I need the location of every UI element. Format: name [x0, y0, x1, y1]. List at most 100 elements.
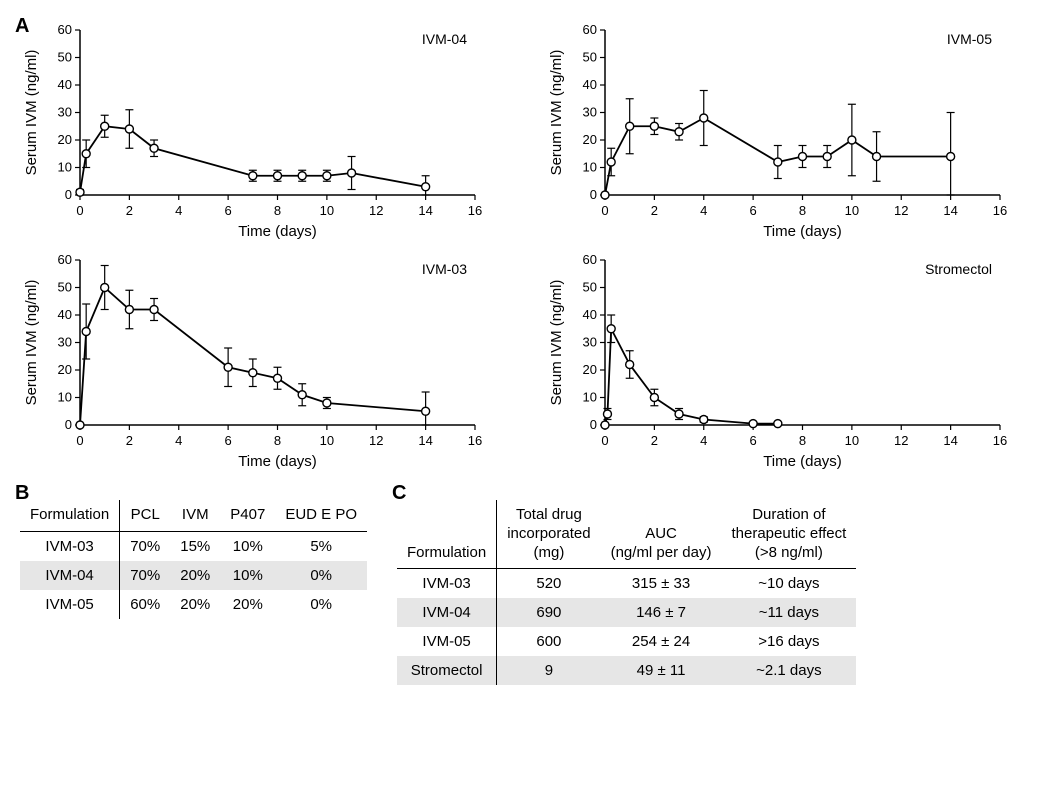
- svg-text:IVM-04: IVM-04: [422, 31, 467, 47]
- svg-text:60: 60: [583, 252, 597, 267]
- svg-text:0: 0: [590, 187, 597, 202]
- panel-b-label: B: [15, 482, 29, 505]
- svg-text:6: 6: [225, 203, 232, 218]
- line-chart: 01020304050600246810121416Time (days)Ser…: [20, 20, 490, 240]
- table-cell: IVM-03: [20, 531, 120, 561]
- table-cell: IVM-05: [20, 590, 120, 619]
- svg-text:4: 4: [175, 433, 182, 448]
- svg-text:Time (days): Time (days): [238, 223, 317, 240]
- panel-a-label: A: [15, 15, 29, 38]
- table-cell: 70%: [120, 531, 171, 561]
- svg-text:0: 0: [65, 187, 72, 202]
- svg-text:IVM-05: IVM-05: [947, 31, 992, 47]
- table-cell: IVM-05: [397, 627, 497, 656]
- svg-text:Serum IVM (ng/ml): Serum IVM (ng/ml): [23, 50, 40, 176]
- svg-text:8: 8: [799, 203, 806, 218]
- svg-text:50: 50: [583, 280, 597, 295]
- svg-text:10: 10: [583, 390, 597, 405]
- table-cell: ~2.1 days: [721, 656, 856, 685]
- svg-text:8: 8: [274, 203, 281, 218]
- svg-text:16: 16: [468, 203, 482, 218]
- svg-text:10: 10: [845, 433, 859, 448]
- svg-text:6: 6: [750, 433, 757, 448]
- table-cell: IVM-03: [397, 569, 497, 599]
- svg-text:40: 40: [58, 77, 72, 92]
- table-cell: 315 ± 33: [601, 569, 722, 599]
- table-cell: 9: [497, 656, 601, 685]
- svg-text:14: 14: [943, 203, 957, 218]
- table-row: IVM-05600254 ± 24>16 days: [397, 627, 856, 656]
- svg-text:10: 10: [320, 203, 334, 218]
- svg-text:Serum IVM (ng/ml): Serum IVM (ng/ml): [23, 280, 40, 406]
- svg-text:16: 16: [993, 433, 1007, 448]
- svg-text:0: 0: [65, 417, 72, 432]
- svg-text:10: 10: [845, 203, 859, 218]
- svg-text:0: 0: [601, 203, 608, 218]
- table-row: IVM-0470%20%10%0%: [20, 561, 367, 590]
- table-cell: 5%: [275, 531, 367, 561]
- table-cell: 20%: [170, 590, 220, 619]
- svg-text:14: 14: [943, 433, 957, 448]
- svg-text:10: 10: [583, 160, 597, 175]
- svg-text:14: 14: [418, 433, 432, 448]
- table-cell: 20%: [170, 561, 220, 590]
- table-header: Formulation: [397, 500, 497, 569]
- svg-text:6: 6: [225, 433, 232, 448]
- svg-text:20: 20: [58, 132, 72, 147]
- chart-wrap: 01020304050600246810121416Time (days)Ser…: [545, 20, 1030, 240]
- svg-text:8: 8: [799, 433, 806, 448]
- table-cell: ~11 days: [721, 598, 856, 627]
- line-chart: 01020304050600246810121416Time (days)Ser…: [545, 250, 1015, 470]
- svg-text:0: 0: [76, 433, 83, 448]
- svg-text:16: 16: [468, 433, 482, 448]
- svg-text:12: 12: [369, 203, 383, 218]
- table-cell: 20%: [220, 590, 275, 619]
- svg-text:Time (days): Time (days): [763, 223, 842, 240]
- svg-text:4: 4: [700, 433, 707, 448]
- svg-text:IVM-03: IVM-03: [422, 261, 467, 277]
- table-row: IVM-03520315 ± 33~10 days: [397, 569, 856, 599]
- table-cell: IVM-04: [20, 561, 120, 590]
- svg-text:8: 8: [274, 433, 281, 448]
- table-b: FormulationPCLIVMP407EUD E POIVM-0370%15…: [20, 500, 367, 619]
- table-header: AUC(ng/ml per day): [601, 500, 722, 569]
- svg-text:40: 40: [583, 77, 597, 92]
- svg-text:20: 20: [583, 132, 597, 147]
- svg-text:60: 60: [58, 252, 72, 267]
- svg-text:20: 20: [583, 362, 597, 377]
- table-cell: 254 ± 24: [601, 627, 722, 656]
- svg-text:0: 0: [590, 417, 597, 432]
- table-header: PCL: [120, 500, 171, 531]
- svg-text:2: 2: [651, 433, 658, 448]
- table-header: Duration oftherapeutic effect(>8 ng/ml): [721, 500, 856, 569]
- svg-text:4: 4: [700, 203, 707, 218]
- chart-wrap: 01020304050600246810121416Time (days)Ser…: [20, 250, 505, 470]
- svg-text:50: 50: [58, 280, 72, 295]
- table-cell: 49 ± 11: [601, 656, 722, 685]
- table-cell: 0%: [275, 590, 367, 619]
- svg-text:16: 16: [993, 203, 1007, 218]
- svg-text:60: 60: [583, 22, 597, 37]
- table-cell: 70%: [120, 561, 171, 590]
- table-cell: 520: [497, 569, 601, 599]
- svg-text:4: 4: [175, 203, 182, 218]
- svg-text:20: 20: [58, 362, 72, 377]
- table-cell: 0%: [275, 561, 367, 590]
- table-header: Total drugincorporated(mg): [497, 500, 601, 569]
- svg-text:10: 10: [320, 433, 334, 448]
- svg-text:30: 30: [58, 105, 72, 120]
- table-cell: ~10 days: [721, 569, 856, 599]
- svg-text:60: 60: [58, 22, 72, 37]
- table-row: IVM-0560%20%20%0%: [20, 590, 367, 619]
- svg-text:40: 40: [58, 307, 72, 322]
- svg-text:Serum IVM (ng/ml): Serum IVM (ng/ml): [548, 50, 565, 176]
- svg-text:2: 2: [126, 203, 133, 218]
- svg-text:Time (days): Time (days): [763, 453, 842, 470]
- svg-text:14: 14: [418, 203, 432, 218]
- svg-text:30: 30: [58, 335, 72, 350]
- svg-text:2: 2: [651, 203, 658, 218]
- table-cell: 146 ± 7: [601, 598, 722, 627]
- table-cell: 15%: [170, 531, 220, 561]
- line-chart: 01020304050600246810121416Time (days)Ser…: [20, 250, 490, 470]
- table-header: EUD E PO: [275, 500, 367, 531]
